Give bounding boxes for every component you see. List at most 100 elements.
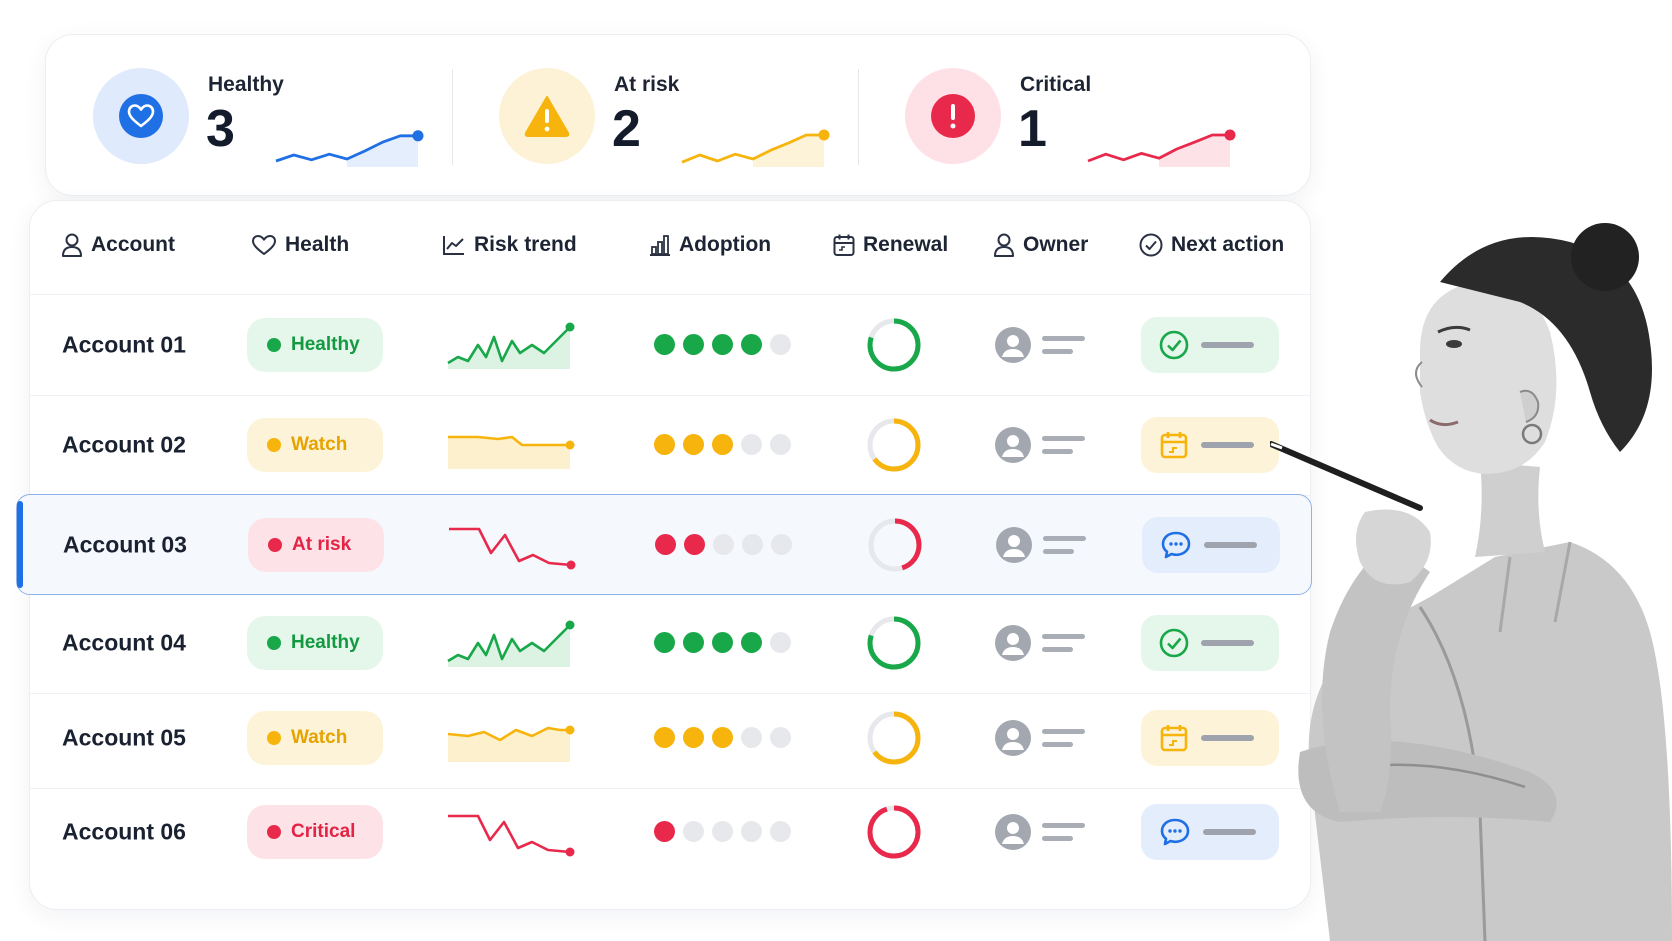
risk-trend-sparkline	[447, 620, 575, 667]
trend-line	[449, 527, 572, 566]
owner-name-placeholder	[1042, 822, 1085, 841]
action-label-placeholder	[1201, 640, 1254, 646]
account-name[interactable]: Account 03	[63, 531, 187, 557]
table-row[interactable]: Account 02 Watch	[30, 395, 1310, 496]
trend-line	[448, 435, 570, 447]
health-status-badge: Watch	[247, 418, 383, 472]
calendar-icon	[1160, 432, 1188, 459]
column-header-next-action[interactable]: Next action	[1139, 233, 1284, 257]
owner-placeholder[interactable]	[995, 526, 1086, 564]
action-label-placeholder	[1201, 342, 1254, 348]
bar-chart-icon	[650, 235, 670, 256]
adoption-dots	[654, 727, 791, 748]
adoption-dot	[655, 533, 676, 555]
health-status-badge: At risk	[248, 517, 384, 572]
renewal-progress	[867, 805, 921, 858]
trend-line	[448, 814, 571, 853]
sparkline-line	[275, 134, 418, 163]
table-row[interactable]: Account 06 Critical	[30, 781, 1310, 882]
next-action-button[interactable]	[1141, 615, 1279, 671]
stat-healthy[interactable]: Healthy 3	[46, 35, 452, 195]
owner-placeholder[interactable]	[994, 426, 1085, 464]
status-label: Watch	[291, 727, 348, 748]
person-illustration	[1270, 223, 1672, 941]
chat-icon	[1161, 531, 1191, 558]
next-action-button[interactable]	[1141, 417, 1279, 473]
renewal-ring	[867, 711, 921, 765]
risk-trend-sparkline	[448, 435, 575, 469]
owner-name-placeholder	[1042, 436, 1085, 454]
stat-critical[interactable]: Critical 1	[858, 35, 1264, 195]
stat-at-risk[interactable]: At risk 2	[452, 35, 858, 195]
risk-trend-sparkline	[449, 527, 576, 569]
owner-placeholder[interactable]	[994, 624, 1085, 662]
adoption-dot	[712, 820, 733, 842]
column-label: Health	[285, 233, 350, 256]
column-header-risk-trend[interactable]: Risk trend	[442, 233, 577, 257]
table-row[interactable]: Account 03 At risk	[16, 494, 1312, 595]
owner-name-placeholder	[1043, 535, 1086, 554]
account-name[interactable]: Account 05	[62, 724, 186, 751]
account-name[interactable]: Account 02	[62, 431, 186, 458]
trend-icon	[443, 236, 464, 255]
avatar-icon	[996, 526, 1032, 563]
adoption-dot	[683, 632, 704, 653]
adoption-dot	[741, 632, 762, 653]
next-action-button[interactable]	[1142, 516, 1280, 573]
action-label-placeholder	[1201, 442, 1254, 448]
health-summary-card: Healthy 3 At risk 2 Critical 1	[45, 34, 1311, 196]
table-row[interactable]: Account 04 Healthy	[30, 593, 1310, 694]
column-label: Risk trend	[474, 233, 577, 256]
stat-value: 3	[206, 100, 235, 158]
renewal-ring	[867, 616, 921, 670]
trend-endpoint	[565, 440, 575, 450]
renewal-ring	[867, 318, 921, 372]
sparkline-endpoint	[1224, 129, 1236, 141]
next-action-button[interactable]	[1141, 317, 1279, 373]
table-row[interactable]: Account 01 Healthy	[30, 295, 1310, 396]
column-header-owner[interactable]: Owner	[993, 233, 1088, 257]
account-name[interactable]: Account 01	[62, 331, 186, 358]
owner-name-placeholder	[1042, 336, 1085, 354]
account-name[interactable]: Account 04	[62, 629, 186, 656]
health-status-badge: Healthy	[247, 616, 383, 670]
adoption-dot	[654, 820, 675, 842]
risk-trend-sparkline	[447, 725, 575, 762]
adoption-dot	[742, 533, 763, 555]
column-header-account[interactable]: Account	[61, 233, 175, 257]
column-header-health[interactable]: Health	[251, 233, 349, 257]
risk-trend-sparkline	[447, 322, 575, 369]
adoption-dots	[654, 334, 791, 355]
owner-placeholder[interactable]	[994, 326, 1085, 364]
column-header-renewal[interactable]: Renewal	[833, 233, 948, 257]
column-label: Adoption	[679, 233, 772, 256]
adoption-dot	[771, 533, 792, 555]
renewal-progress	[867, 616, 921, 670]
sparkline-endpoint	[412, 130, 424, 142]
next-action-button[interactable]	[1141, 803, 1279, 860]
adoption-dot	[770, 727, 791, 748]
adoption-dot	[683, 434, 704, 455]
action-label-placeholder	[1204, 541, 1257, 548]
sparkline-line	[1087, 133, 1230, 163]
adoption-dot	[683, 334, 704, 355]
risk-trend-sparkline	[448, 814, 575, 856]
trend-area	[448, 728, 570, 762]
table-row[interactable]: Account 05 Watch	[30, 688, 1310, 789]
avatar-icon	[995, 427, 1031, 463]
adoption-dot	[654, 334, 675, 355]
trend-line	[447, 624, 571, 663]
owner-placeholder[interactable]	[994, 813, 1085, 851]
avatar-icon	[995, 327, 1031, 363]
adoption-dot	[741, 820, 762, 842]
next-action-button[interactable]	[1141, 710, 1279, 766]
adoption-dots	[655, 533, 792, 555]
check-circle-icon	[1139, 233, 1163, 257]
renewal-progress	[867, 418, 921, 472]
adoption-dot	[654, 727, 675, 748]
owner-placeholder[interactable]	[994, 719, 1085, 757]
column-header-adoption[interactable]: Adoption	[649, 233, 771, 257]
status-label: At risk	[292, 533, 352, 555]
adoption-dot	[654, 434, 675, 455]
account-name[interactable]: Account 06	[62, 818, 186, 844]
